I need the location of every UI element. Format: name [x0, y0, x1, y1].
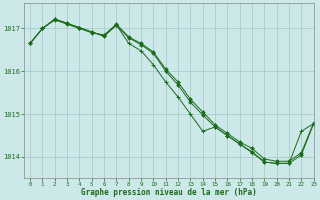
X-axis label: Graphe pression niveau de la mer (hPa): Graphe pression niveau de la mer (hPa): [81, 188, 257, 197]
